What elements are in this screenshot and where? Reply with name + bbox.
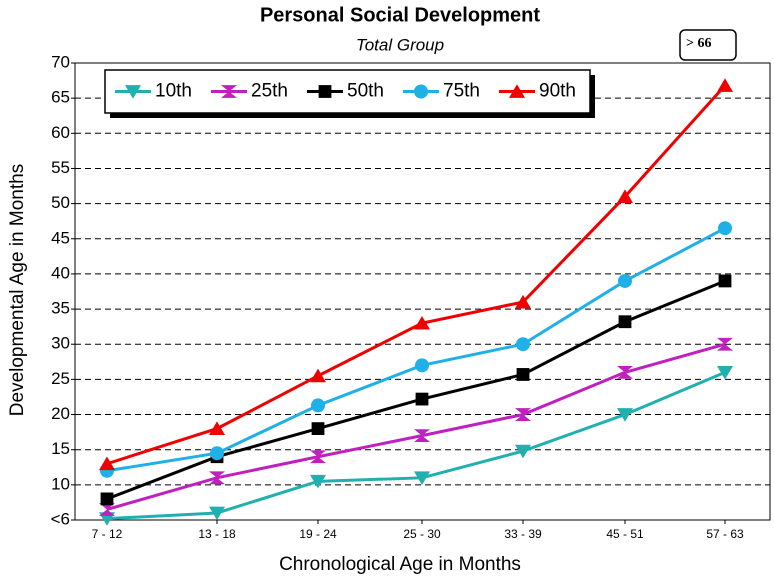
y-tick-label: 20 <box>51 404 70 423</box>
x-tick-label: 57 - 63 <box>706 527 744 541</box>
y-tick-label: 40 <box>51 263 70 282</box>
legend-marker <box>221 85 237 98</box>
y-tick-label: <6 <box>51 509 70 528</box>
point <box>516 337 530 352</box>
y-tick-label: 25 <box>51 369 70 388</box>
legend-label: 10th <box>155 81 192 102</box>
legend-marker <box>125 85 141 99</box>
point <box>311 398 325 413</box>
legend-label: 25th <box>251 81 288 102</box>
point <box>99 503 115 516</box>
y-tick-label: 10 <box>51 474 70 493</box>
y-tick-label: 45 <box>51 228 70 247</box>
legend-marker <box>509 84 525 98</box>
x-tick-label: 7 - 12 <box>92 527 123 541</box>
y-tick-label: 70 <box>51 52 70 71</box>
point <box>99 456 115 471</box>
point <box>414 471 430 486</box>
x-tick-label: 33 - 39 <box>504 527 542 541</box>
x-tick-label: 19 - 24 <box>299 527 337 541</box>
point <box>209 421 225 435</box>
legend-label: 50th <box>347 81 384 102</box>
point <box>310 368 326 383</box>
y-tick-label: 50 <box>51 193 70 212</box>
point <box>415 392 429 406</box>
point <box>209 506 225 521</box>
point <box>415 358 429 373</box>
chart-title: Personal Social Development <box>260 4 540 26</box>
point <box>515 408 531 421</box>
annotation-box <box>679 29 737 61</box>
point <box>100 492 114 506</box>
point <box>717 365 733 380</box>
y-tick-label: 30 <box>51 334 70 353</box>
point <box>516 368 530 381</box>
y-tick-label: 35 <box>51 299 70 318</box>
y-tick-label: 60 <box>51 123 70 142</box>
point <box>414 429 430 443</box>
point <box>515 444 531 459</box>
annotation: > 66 <box>686 36 711 51</box>
point <box>717 78 733 92</box>
point <box>718 221 732 236</box>
chart-subtitle: Total Group <box>356 35 444 54</box>
point <box>310 450 326 464</box>
y-tick-label: 15 <box>51 439 70 458</box>
point <box>618 273 632 288</box>
point <box>210 446 224 461</box>
y-axis-label: Developmental Age in Months <box>7 164 28 416</box>
y-tick-label: 55 <box>51 158 70 177</box>
x-tick-label: 45 - 51 <box>606 527 644 541</box>
point <box>617 408 633 422</box>
point <box>414 315 430 330</box>
point <box>310 474 326 489</box>
y-tick-label: 65 <box>51 88 70 107</box>
point <box>617 365 633 379</box>
point <box>718 274 732 288</box>
legend-label: 90th <box>539 81 576 102</box>
legend-marker <box>414 84 428 99</box>
point <box>515 294 531 309</box>
series-line <box>106 84 727 466</box>
x-tick-label: 25 - 30 <box>403 527 441 541</box>
x-tick-label: 13 - 18 <box>198 527 236 541</box>
point <box>618 315 632 329</box>
legend-marker <box>318 85 332 98</box>
x-axis-label: Chronological Age in Months <box>279 554 521 575</box>
point <box>209 471 225 485</box>
point <box>717 337 733 351</box>
plot-area <box>74 62 771 521</box>
legend-label: 75th <box>443 81 480 102</box>
point <box>617 189 633 203</box>
series-line <box>106 279 726 501</box>
point <box>311 422 325 435</box>
